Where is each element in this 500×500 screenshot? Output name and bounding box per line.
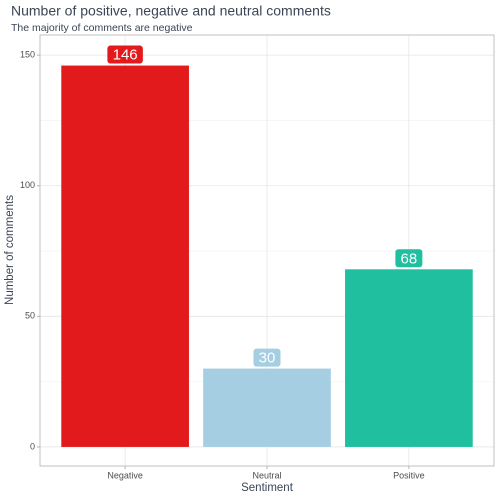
- y-tick-label: 50: [25, 311, 35, 321]
- y-tick-label: 100: [20, 180, 35, 190]
- chart-subtitle: The majority of comments are negative: [11, 22, 193, 34]
- x-axis-title: Sentiment: [241, 482, 294, 494]
- x-tick-label: Positive: [393, 470, 425, 480]
- y-tick-label: 150: [20, 49, 35, 59]
- y-axis-title: Number of comments: [4, 195, 16, 305]
- value-label-box: [107, 45, 143, 64]
- value-label-box: [395, 249, 423, 268]
- x-tick-label: Negative: [107, 470, 143, 480]
- x-tick-label: Neutral: [252, 470, 281, 480]
- bar: [203, 368, 331, 447]
- chart-title: Number of positive, negative and neutral…: [11, 3, 331, 19]
- y-tick-label: 0: [30, 441, 35, 451]
- bar: [345, 269, 473, 447]
- panel-border: [39, 34, 495, 467]
- bar: [61, 65, 189, 447]
- value-label: 146: [113, 47, 138, 64]
- value-label: 30: [259, 350, 276, 367]
- value-label-box: [253, 348, 281, 367]
- value-label: 68: [401, 250, 418, 267]
